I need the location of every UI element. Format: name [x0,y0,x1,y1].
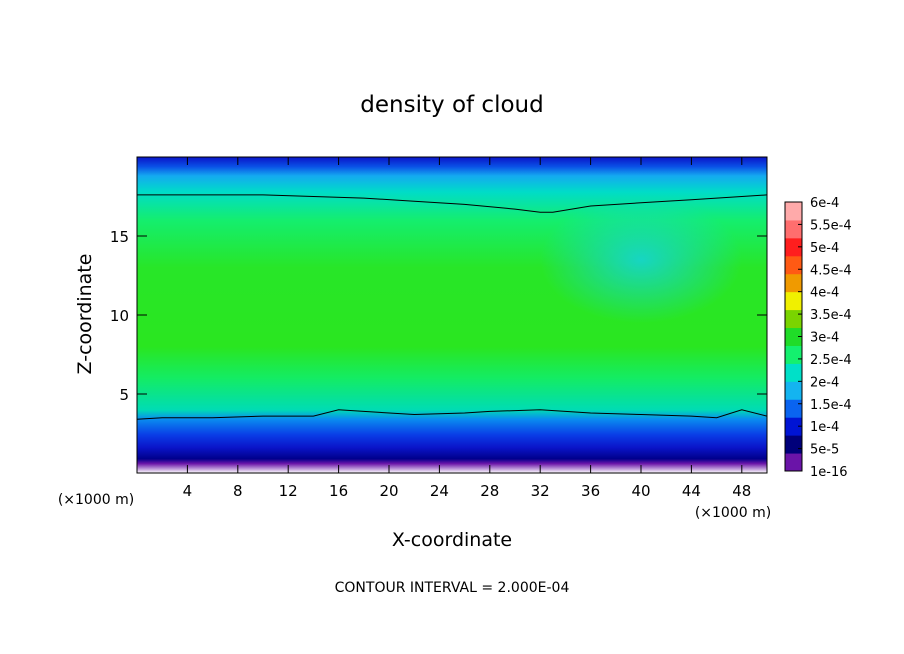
x-tick-label: 40 [631,482,650,500]
colorbar-swatch [785,381,802,400]
contour-interval-note: CONTOUR INTERVAL = 2.000E-04 [335,580,570,596]
x-tick-label: 44 [682,482,701,500]
contour-line-upper [137,194,767,213]
x-tick-label: 16 [329,482,348,500]
colorbar-swatch [785,202,802,221]
y-tick-label: 15 [110,228,129,246]
x-tick-label: 12 [279,482,298,500]
colorbar-label: 4.5e-4 [810,263,852,278]
colorbar-label: 2.5e-4 [810,353,852,368]
x-tick-label: 32 [531,482,550,500]
colorbar-label: 3.5e-4 [810,308,852,323]
colorbar-label: 5.5e-4 [810,218,852,233]
colorbar-swatch [785,345,802,364]
x-tick-label: 20 [379,482,398,500]
y-tick-label: 10 [110,307,129,325]
x-unit-left: (×1000 m) [58,492,134,508]
colorbar-swatch [785,291,802,311]
contour-line-lower [137,409,767,420]
colorbar-label: 5e-5 [810,443,839,458]
x-axis: 4 8 12 16 20 24 28 32 36 40 44 48 [183,157,751,500]
plot-area [137,157,767,473]
colorbar: 1e-16 5e-5 1e-4 1.5e-4 2e-4 2.5e-4 3e-4 3.5e-4 4… [784,196,852,480]
colorbar-label: 2e-4 [810,375,839,390]
colorbar-swatch [785,309,802,329]
chart-title: density of cloud [360,92,543,118]
colorbar-swatch [785,327,802,346]
x-tick-label: 24 [430,482,449,500]
colorbar-label: 1e-4 [810,420,839,435]
colorbar-swatch [785,399,802,418]
colorbar-swatch [785,273,802,293]
colorbar-swatch [785,435,802,454]
x-tick-label: 8 [233,482,243,500]
colorbar-label: 4e-4 [810,286,839,301]
colorbar-label: 6e-4 [810,196,839,211]
x-tick-label: 28 [480,482,499,500]
colorbar-label: 1.5e-4 [810,398,852,413]
colorbar-swatch [785,237,802,257]
colorbar-label: 5e-4 [810,241,839,256]
colorbar-swatch [785,363,802,382]
x-tick-label: 48 [732,482,751,500]
colorbar-swatch [785,219,802,239]
x-axis-label: X-coordinate [392,529,512,551]
colorbar-swatch [785,417,802,436]
colorbar-swatch [785,453,802,472]
x-unit-right: (×1000 m) [695,505,771,521]
low-density-patch [540,196,742,323]
colorbar-label: 3e-4 [810,331,839,346]
colorbar-swatch [785,255,802,275]
y-axis-label: Z-coordinate [74,254,96,375]
y-tick-label: 5 [119,386,129,404]
y-axis: 5 10 15 [110,228,767,404]
x-tick-label: 36 [581,482,600,500]
x-tick-label: 4 [183,482,193,500]
colorbar-label: 1e-16 [810,465,848,480]
